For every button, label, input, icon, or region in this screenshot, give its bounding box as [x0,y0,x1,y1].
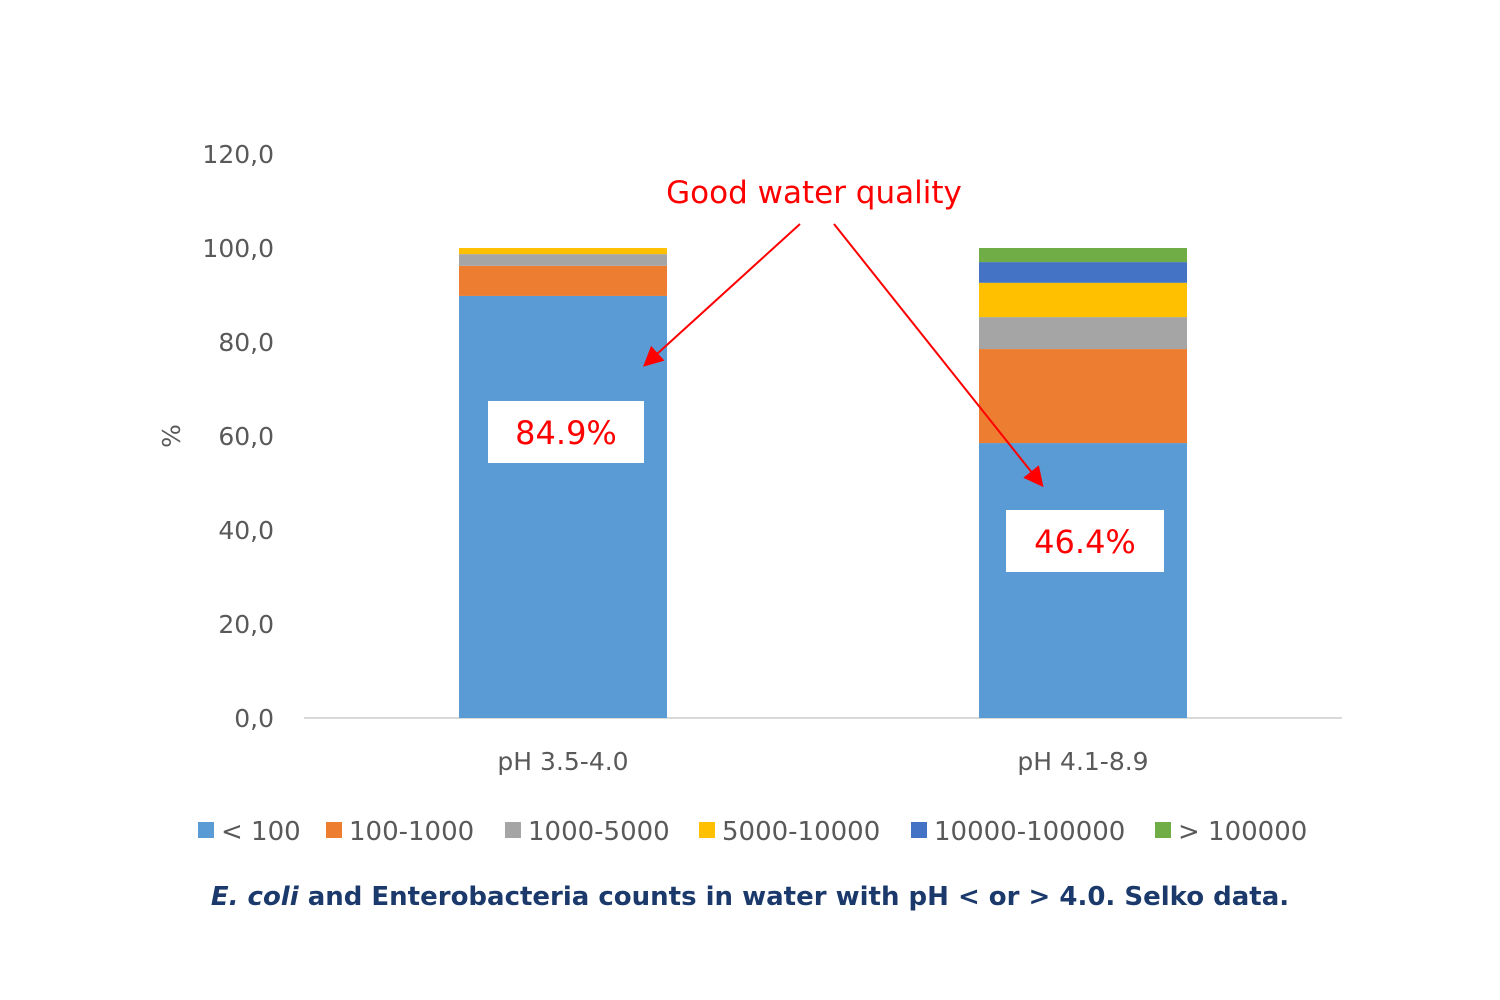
legend-label: 10000-100000 [934,817,1125,847]
y-tick-label: 60,0 [218,422,274,451]
bar-segment [459,295,667,718]
bar-segment [979,262,1187,283]
bar-segment [979,317,1187,350]
y-tick-label: 40,0 [218,516,274,545]
annotation-box [1006,510,1164,572]
y-axis-label: % [157,424,186,448]
y-tick-label: 0,0 [234,704,274,733]
figure-caption: E. coli and Enterobacteria counts in wat… [0,882,1500,912]
bar-segment [979,349,1187,444]
legend-swatch [198,822,214,838]
legend-swatch [1155,822,1171,838]
legend-label: < 100 [221,817,301,847]
y-tick-label: 100,0 [202,234,274,263]
bar-segment [979,282,1187,318]
annotation-label: 46.4% [1034,523,1136,561]
caption-text: and Enterobacteria counts in water with … [298,882,1290,912]
y-tick-label: 80,0 [218,328,274,357]
legend-label: > 100000 [1178,817,1307,847]
x-tick-label: pH 3.5-4.0 [497,747,628,776]
bar-segment [459,248,667,255]
annotation-arrow [643,223,801,367]
legend-swatch [699,822,715,838]
legend-swatch [505,822,521,838]
legend-label: 100-1000 [349,817,474,847]
caption-italic: E. coli [210,882,299,912]
annotation-title: Good water quality [666,175,962,211]
y-tick-label: 20,0 [218,610,274,639]
y-tick-label: 120,0 [202,140,274,169]
annotation-arrow [833,223,1044,488]
bar-segment [459,265,667,296]
x-tick-label: pH 4.1-8.9 [1017,747,1148,776]
legend-swatch [911,822,927,838]
legend-label: 1000-5000 [528,817,670,847]
bar-segment [459,254,667,266]
annotation-box [488,401,644,463]
bar-segment [979,248,1187,263]
legend-swatch [326,822,342,838]
annotation-label: 84.9% [515,414,617,452]
bar-segment [979,443,1187,718]
legend-label: 5000-10000 [722,817,880,847]
